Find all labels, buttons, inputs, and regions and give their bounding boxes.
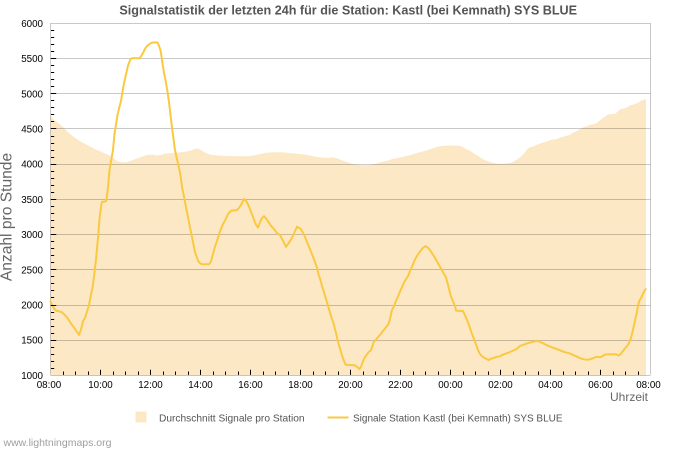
svg-text:00:00: 00:00 [438, 380, 463, 391]
svg-text:08:00: 08:00 [636, 380, 661, 391]
svg-text:6000: 6000 [21, 19, 43, 30]
svg-text:04:00: 04:00 [538, 380, 563, 391]
svg-text:5500: 5500 [21, 54, 43, 65]
svg-text:20:00: 20:00 [338, 380, 363, 391]
svg-text:4000: 4000 [21, 160, 43, 171]
svg-text:2500: 2500 [21, 265, 43, 276]
svg-text:16:00: 16:00 [238, 380, 263, 391]
svg-text:10:00: 10:00 [88, 380, 113, 391]
svg-text:4500: 4500 [21, 125, 43, 136]
svg-text:02:00: 02:00 [488, 380, 513, 391]
svg-text:14:00: 14:00 [188, 380, 213, 391]
svg-text:3500: 3500 [21, 195, 43, 206]
svg-text:Durchschnitt Signale pro Stati: Durchschnitt Signale pro Station [159, 414, 305, 425]
svg-text:18:00: 18:00 [288, 380, 313, 391]
svg-text:Anzahl pro Stunde: Anzahl pro Stunde [0, 153, 16, 281]
svg-text:Signalstatistik der letzten 24: Signalstatistik der letzten 24h für die … [119, 3, 577, 17]
svg-text:Uhrzeit: Uhrzeit [610, 390, 649, 404]
svg-text:Signale Station Kastl (bei Kem: Signale Station Kastl (bei Kemnath) SYS … [353, 414, 563, 425]
svg-text:2000: 2000 [21, 301, 43, 312]
svg-text:12:00: 12:00 [138, 380, 163, 391]
svg-text:1500: 1500 [21, 336, 43, 347]
svg-text:08:00: 08:00 [37, 380, 62, 391]
svg-text:06:00: 06:00 [588, 380, 613, 391]
svg-text:5000: 5000 [21, 89, 43, 100]
svg-text:1000: 1000 [21, 371, 43, 382]
svg-text:www.lightningmaps.org: www.lightningmaps.org [3, 437, 112, 449]
svg-text:22:00: 22:00 [388, 380, 413, 391]
svg-text:3000: 3000 [21, 230, 43, 241]
